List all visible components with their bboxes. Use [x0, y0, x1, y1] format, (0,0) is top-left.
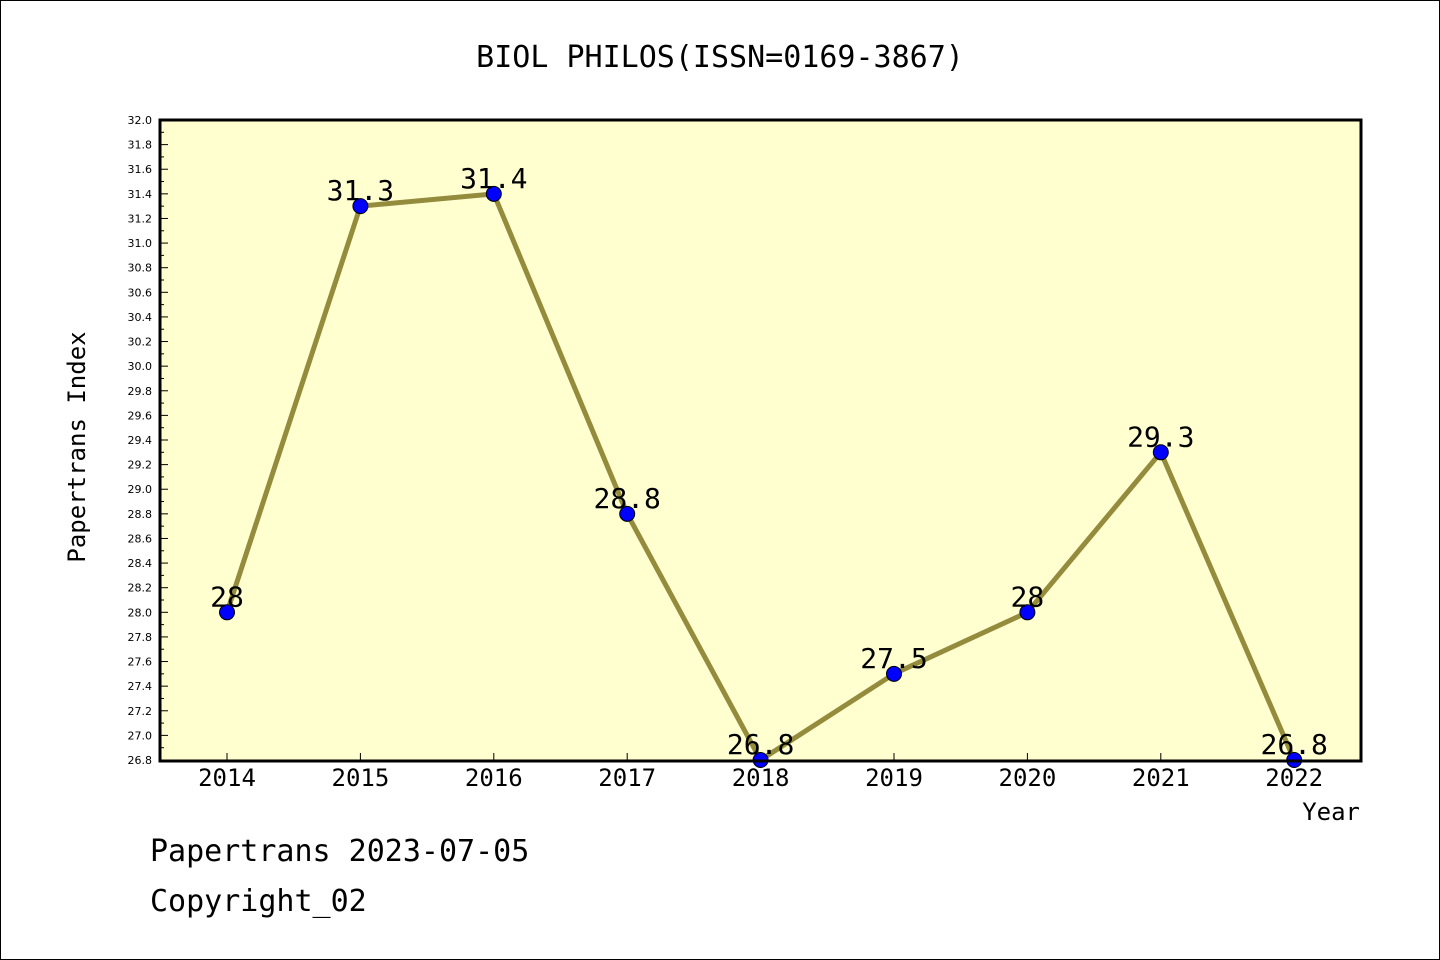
data-label: 28 — [1011, 580, 1045, 613]
y-tick-label: 30.2 — [128, 336, 153, 349]
y-tick-label: 31.6 — [128, 163, 153, 176]
y-tick-label: 31.8 — [128, 139, 153, 152]
plot-area — [160, 120, 1361, 761]
plot-border — [158, 118, 1363, 763]
footer-date: Papertrans 2023-07-05 — [150, 834, 530, 869]
x-tick-label: 2022 — [1265, 764, 1323, 792]
x-tick-label: 2021 — [1132, 764, 1190, 792]
data-point — [352, 198, 369, 215]
y-tick-label: 31.2 — [128, 212, 153, 225]
x-tick-label: 2020 — [999, 764, 1057, 792]
x-tick-label: 2017 — [598, 764, 656, 792]
data-point — [1152, 444, 1169, 461]
x-tick-label: 2015 — [332, 764, 390, 792]
data-label: 27.5 — [860, 642, 927, 675]
y-tick-label: 28.6 — [128, 532, 153, 545]
data-point — [219, 604, 235, 621]
y-tick-label: 30.0 — [128, 360, 153, 373]
y-tick-label: 32.0 — [128, 114, 153, 127]
data-label: 28 — [210, 580, 244, 613]
y-axis-label: Papertrans Index — [63, 331, 91, 562]
data-label: 31.3 — [327, 174, 394, 207]
y-tick-label: 27.0 — [128, 729, 153, 742]
y-tick-label: 29.2 — [128, 459, 153, 472]
y-tick-label: 27.6 — [128, 656, 153, 669]
y-tick-label: 28.2 — [128, 582, 153, 595]
x-tick-label: 2014 — [198, 764, 256, 792]
y-axis-ticks: 26.8 27.0 27.2 27.4 27.6 27.8 28.0 28.2 28.4 28.6… — [128, 114, 168, 767]
chart-title: BIOL PHILOS(ISSN=0169-3867) — [476, 40, 964, 75]
data-point — [886, 665, 902, 682]
y-tick-label: 30.6 — [128, 286, 153, 299]
x-tick-label: 2019 — [865, 764, 923, 792]
y-tick-label: 31.0 — [128, 237, 153, 250]
y-tick-label: 28.4 — [128, 557, 153, 570]
y-tick-label: 28.8 — [128, 508, 153, 521]
y-tick-label: 29.8 — [128, 385, 153, 398]
y-tick-label: 28.0 — [128, 606, 153, 619]
y-tick-label: 30.8 — [128, 262, 153, 275]
x-tick-label: 2016 — [465, 764, 523, 792]
y-tick-label: 30.4 — [128, 311, 153, 324]
data-label: 26.8 — [727, 728, 794, 761]
data-label: 31.4 — [460, 162, 527, 195]
y-tick-label: 26.8 — [128, 754, 153, 767]
y-tick-label: 29.4 — [128, 434, 153, 447]
y-tick-label: 27.4 — [128, 680, 153, 693]
y-tick-label: 27.8 — [128, 631, 153, 644]
footer-copyright: Copyright_02 — [150, 884, 367, 919]
data-label: 29.3 — [1127, 420, 1194, 453]
data-label: 26.8 — [1260, 728, 1327, 761]
data-point — [1019, 604, 1036, 621]
y-tick-label: 27.2 — [128, 705, 153, 718]
data-point — [485, 185, 502, 202]
y-tick-label: 31.4 — [128, 188, 153, 201]
data-point — [619, 505, 636, 522]
y-tick-label: 29.0 — [128, 483, 153, 496]
x-tick-label: 2018 — [732, 764, 790, 792]
x-axis-label: Year — [1302, 798, 1360, 826]
data-label: 28.8 — [593, 482, 660, 515]
y-tick-label: 29.6 — [128, 409, 153, 422]
